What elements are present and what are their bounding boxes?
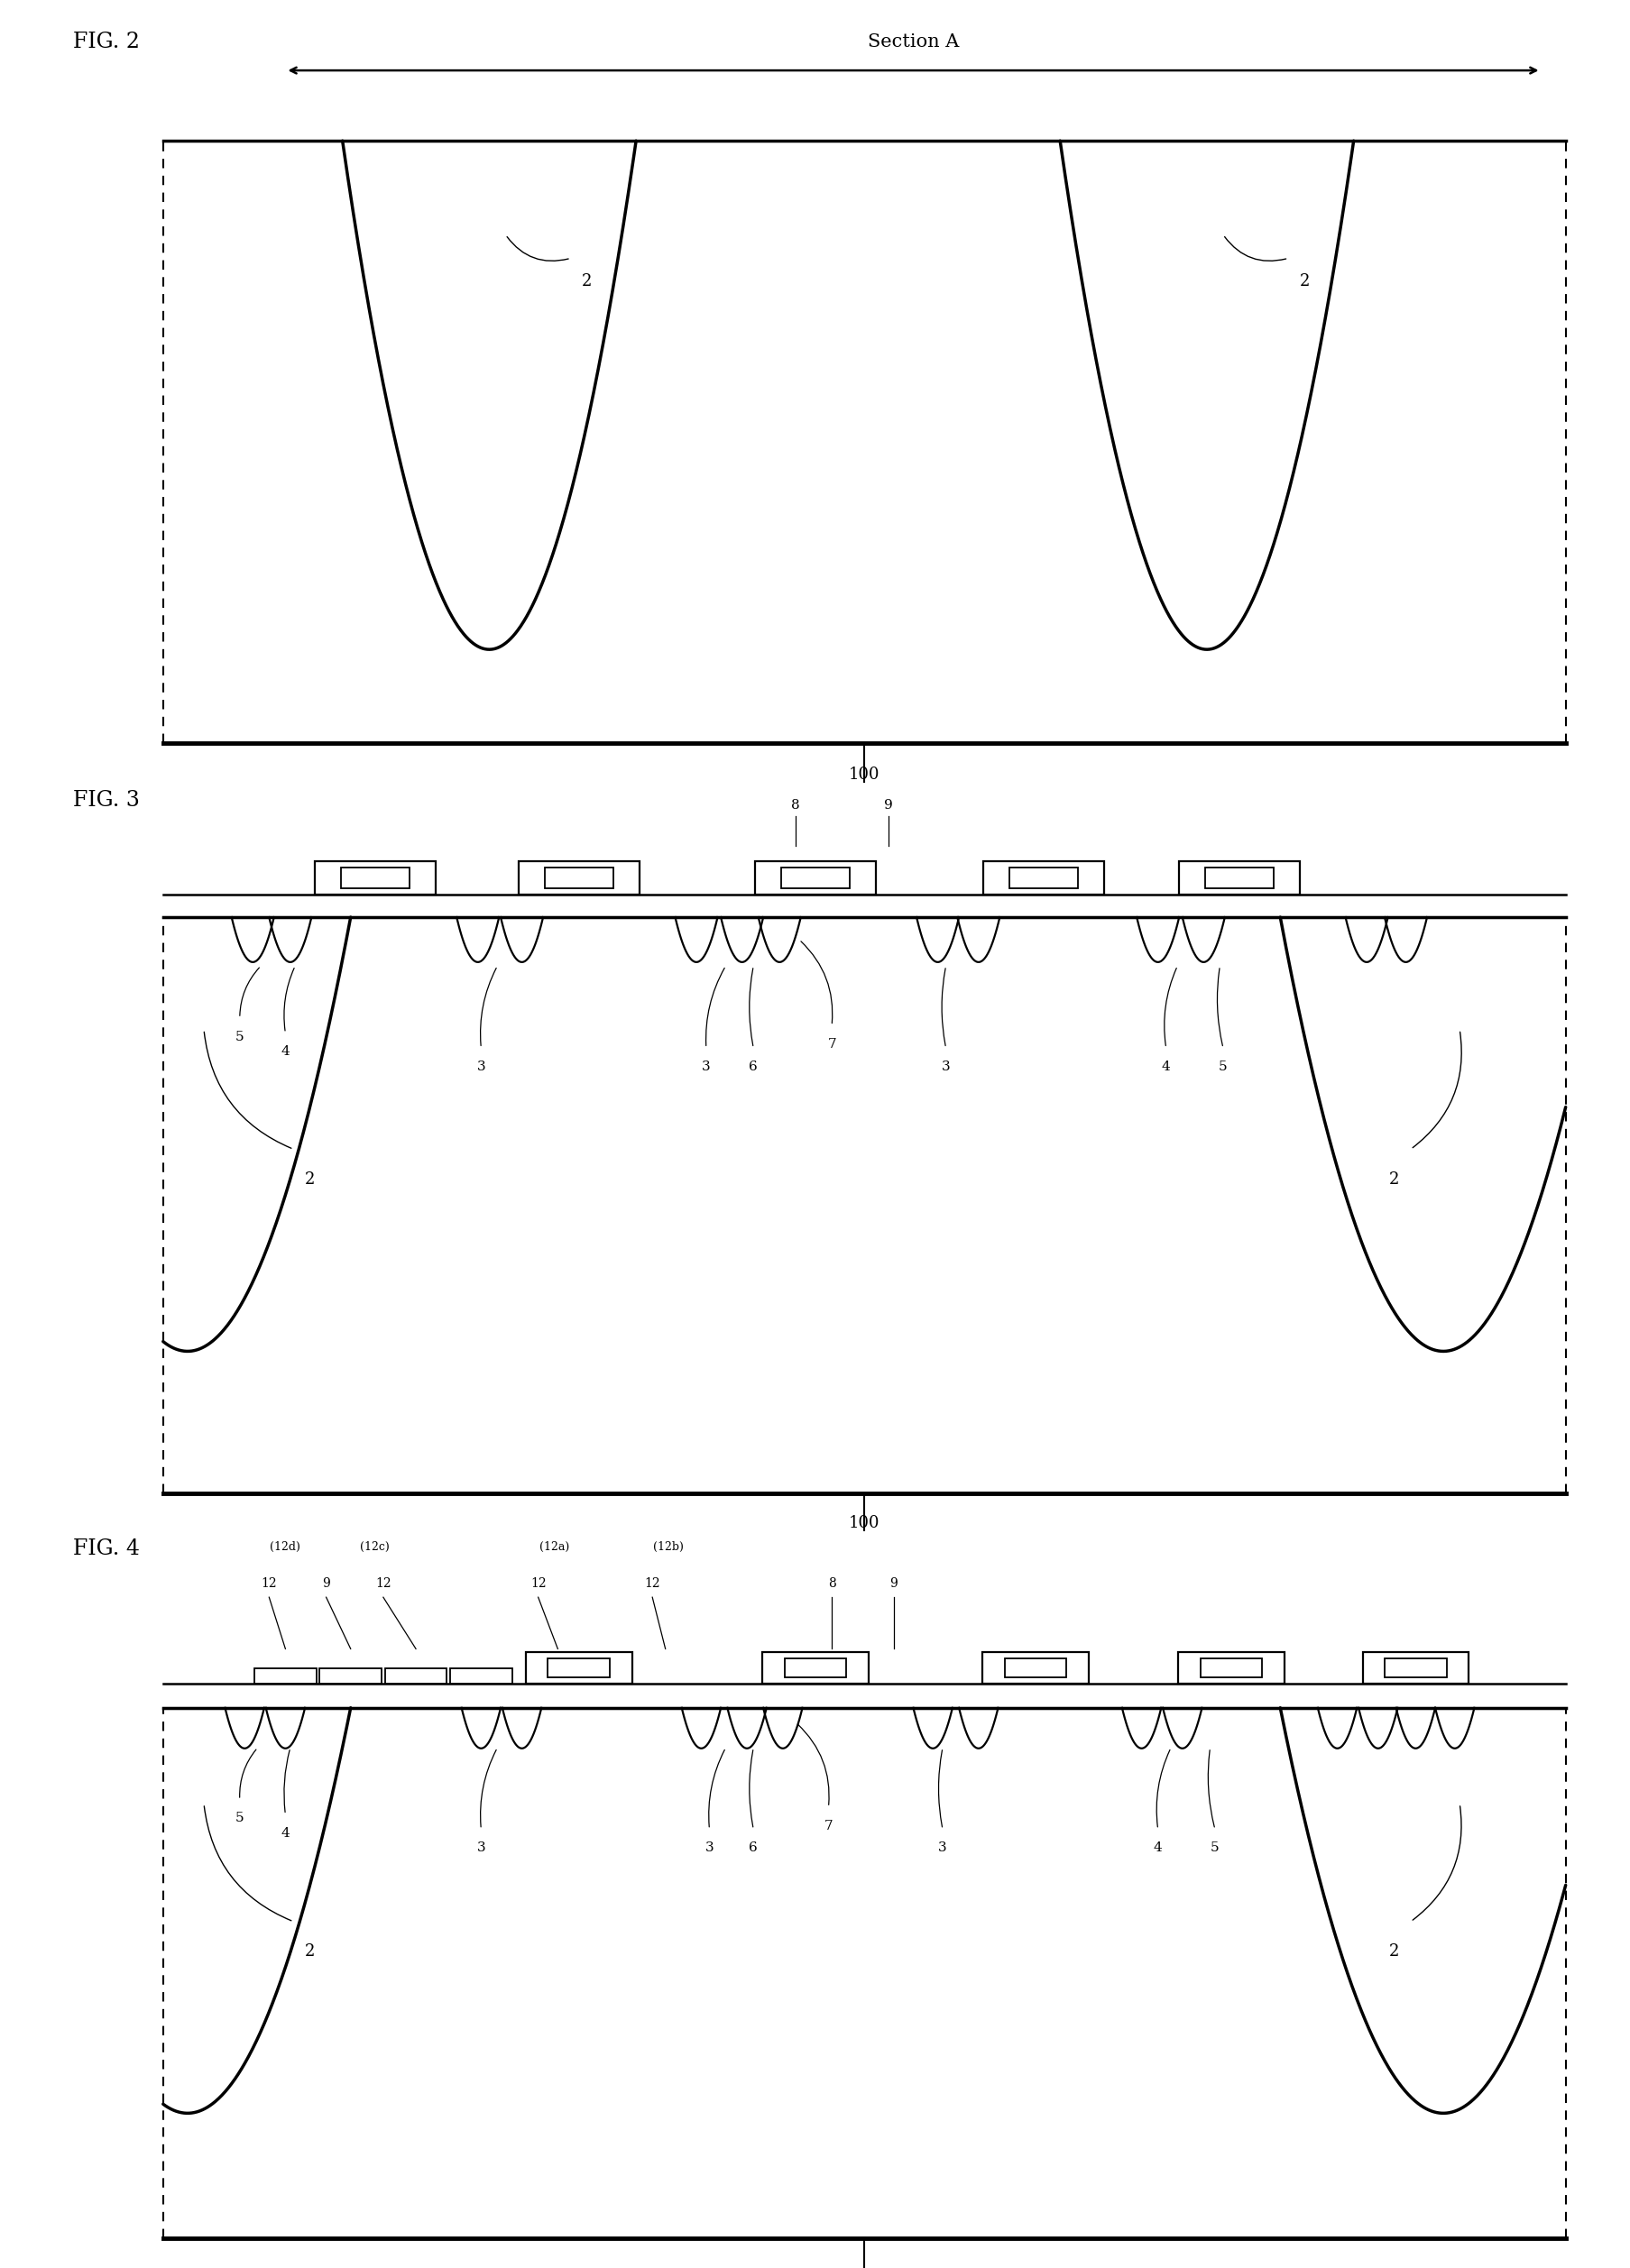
Text: 4: 4 [280, 1826, 290, 1839]
Bar [781, 866, 849, 889]
Bar [763, 1653, 867, 1683]
Text: 4: 4 [280, 1046, 290, 1059]
Bar [1178, 862, 1299, 894]
Text: 4: 4 [1161, 1061, 1170, 1073]
Text: 4: 4 [1152, 1842, 1162, 1855]
Text: 2: 2 [1299, 274, 1309, 290]
Text: FIG. 4: FIG. 4 [73, 1538, 140, 1558]
Text: 5: 5 [1209, 1842, 1219, 1855]
Bar [544, 866, 613, 889]
Text: 12: 12 [644, 1576, 660, 1590]
Text: (12a): (12a) [540, 1542, 569, 1554]
Text: FIG. 3: FIG. 3 [73, 789, 140, 810]
Text: 3: 3 [701, 1061, 711, 1073]
Text: 100: 100 [848, 767, 880, 782]
Bar [784, 1658, 846, 1678]
Bar [981, 1653, 1089, 1683]
Text: 3: 3 [476, 1842, 486, 1855]
Text: 9: 9 [323, 1576, 329, 1590]
Text: 5: 5 [235, 1030, 244, 1043]
Text: 5: 5 [235, 1812, 244, 1826]
Bar [1009, 866, 1077, 889]
Text: 7: 7 [826, 1039, 836, 1050]
Bar [254, 1669, 316, 1683]
Text: 8: 8 [791, 798, 800, 812]
Bar [341, 866, 409, 889]
Text: 3: 3 [937, 1842, 947, 1855]
Text: 2: 2 [305, 1170, 315, 1186]
Bar [450, 1669, 512, 1683]
Text: 6: 6 [748, 1061, 758, 1073]
Bar [319, 1669, 381, 1683]
Text: (12d): (12d) [271, 1542, 300, 1554]
Bar [315, 862, 435, 894]
Bar [1205, 866, 1273, 889]
Bar [385, 1669, 447, 1683]
Text: 5: 5 [1218, 1061, 1227, 1073]
Bar [1004, 1658, 1066, 1678]
Text: 7: 7 [823, 1819, 833, 1833]
Text: 2: 2 [1389, 1944, 1399, 1960]
Text: FIG. 2: FIG. 2 [73, 32, 140, 52]
Text: 2: 2 [305, 1944, 315, 1960]
Text: 3: 3 [704, 1842, 714, 1855]
Text: (12c): (12c) [360, 1542, 390, 1554]
Text: 2: 2 [1389, 1170, 1399, 1186]
Text: (12b): (12b) [654, 1542, 683, 1554]
Bar [1384, 1658, 1446, 1678]
Bar [518, 862, 639, 894]
Text: 12: 12 [375, 1576, 391, 1590]
Bar [983, 862, 1104, 894]
Text: 3: 3 [476, 1061, 486, 1073]
Text: 8: 8 [828, 1576, 835, 1590]
Text: 3: 3 [941, 1061, 950, 1073]
Text: 2: 2 [582, 274, 592, 290]
Bar [1200, 1658, 1262, 1678]
Text: 9: 9 [883, 798, 893, 812]
Bar [548, 1658, 610, 1678]
Bar [525, 1653, 632, 1683]
Text: Section A: Section A [867, 34, 958, 50]
Text: 6: 6 [748, 1842, 758, 1855]
Text: 9: 9 [890, 1576, 896, 1590]
Bar [755, 862, 875, 894]
Text: 12: 12 [261, 1576, 277, 1590]
Bar [1178, 1653, 1284, 1683]
Bar [1363, 1653, 1469, 1683]
Text: 12: 12 [530, 1576, 546, 1590]
Text: 100: 100 [848, 1515, 880, 1531]
